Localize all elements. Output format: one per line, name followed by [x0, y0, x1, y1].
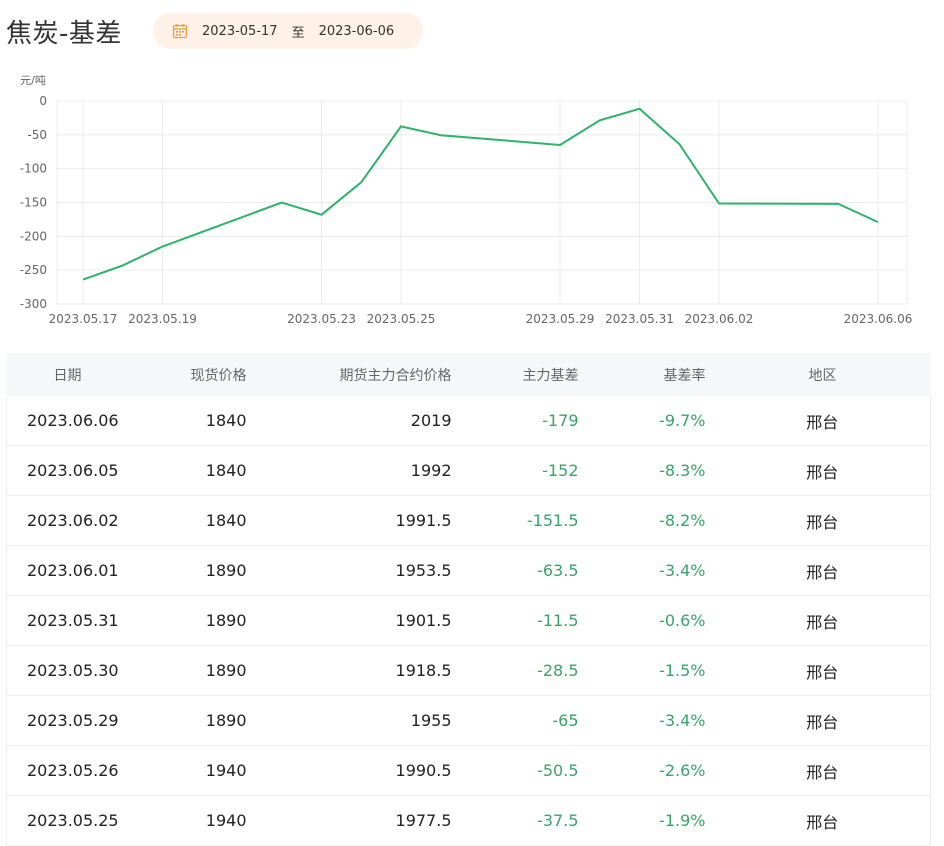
cell-spot-price: 1940 — [129, 795, 247, 846]
cell-basis: -152 — [451, 445, 579, 496]
table-row: 2023.06.01 1890 1953.5 -63.5 -3.4% 邢台 — [6, 545, 931, 596]
cell-date: 2023.06.05 — [6, 445, 130, 496]
x-tick-label: 2023.06.02 — [685, 312, 754, 326]
y-axis-ticks: 0 -50 -100 -150 -200 -250 -300 — [20, 94, 47, 311]
cell-basis: -50.5 — [451, 745, 579, 796]
x-tick-label: 2023.05.19 — [128, 312, 197, 326]
cell-spot-price: 1890 — [129, 545, 247, 596]
x-tick-label: 2023.05.31 — [605, 312, 674, 326]
table-row: 2023.05.25 1940 1977.5 -37.5 -1.9% 邢台 — [6, 795, 931, 846]
cell-basis-rate: -0.6% — [578, 595, 706, 646]
cell-basis-rate: -9.7% — [578, 396, 706, 446]
cell-basis-rate: -3.4% — [578, 545, 706, 596]
cell-date: 2023.05.29 — [6, 695, 130, 746]
cell-basis-rate: -2.6% — [578, 745, 706, 796]
y-tick-label: 0 — [39, 94, 47, 108]
cell-futures-price: 2019 — [246, 396, 452, 446]
cell-spot-price: 1940 — [129, 745, 247, 796]
cell-basis: -65 — [451, 695, 579, 746]
cell-spot-price: 1890 — [129, 645, 247, 696]
header-futures-price[interactable]: 期货主力合约价格 — [246, 353, 452, 396]
end-date[interactable]: 2023-06-06 — [318, 23, 395, 39]
date-separator: 至 — [291, 25, 305, 41]
cell-date: 2023.06.02 — [6, 495, 130, 546]
cell-futures-price: 1992 — [246, 445, 452, 496]
y-tick-label: -150 — [20, 196, 47, 210]
table-row: 2023.05.31 1890 1901.5 -11.5 -0.6% 邢台 — [6, 595, 931, 646]
calendar-icon — [172, 24, 188, 39]
cell-spot-price: 1840 — [129, 445, 247, 496]
header-basis[interactable]: 主力基差 — [451, 353, 579, 396]
table-row: 2023.06.06 1840 2019 -179 -9.7% 邢台 — [6, 396, 931, 446]
header-spot-price[interactable]: 现货价格 — [129, 353, 247, 396]
cell-spot-price: 1840 — [129, 396, 247, 446]
cell-region: 邢台 — [705, 595, 931, 646]
x-tick-label: 2023.06.06 — [844, 312, 913, 326]
cell-futures-price: 1901.5 — [246, 595, 452, 646]
x-axis-ticks: 2023.05.17 2023.05.19 2023.05.23 2023.05.25… — [49, 312, 913, 326]
cell-spot-price: 1890 — [129, 595, 247, 646]
header-date[interactable]: 日期 — [6, 353, 130, 396]
cell-region: 邢台 — [705, 445, 931, 496]
chart-grid — [56, 100, 908, 305]
x-tick-label: 2023.05.25 — [367, 312, 436, 326]
date-range-picker[interactable]: 2023-05-17 至 2023-06-06 — [153, 13, 423, 49]
table-header-row: 日期 现货价格 期货主力合约价格 主力基差 基差率 地区 — [6, 353, 931, 396]
cell-basis: -37.5 — [451, 795, 579, 846]
table-row: 2023.05.30 1890 1918.5 -28.5 -1.5% 邢台 — [6, 645, 931, 696]
y-tick-label: -200 — [20, 229, 47, 243]
header-region[interactable]: 地区 — [705, 353, 931, 396]
cell-region: 邢台 — [705, 695, 931, 746]
cell-basis: -11.5 — [451, 595, 579, 646]
cell-spot-price: 1890 — [129, 695, 247, 746]
table-row: 2023.06.02 1840 1991.5 -151.5 -8.2% 邢台 — [6, 495, 931, 546]
cell-basis-rate: -8.3% — [578, 445, 706, 496]
cell-futures-price: 1918.5 — [246, 645, 452, 696]
x-tick-label: 2023.05.29 — [526, 312, 595, 326]
cell-basis: -179 — [451, 396, 579, 446]
cell-futures-price: 1977.5 — [246, 795, 452, 846]
cell-region: 邢台 — [705, 645, 931, 696]
cell-region: 邢台 — [705, 795, 931, 846]
cell-region: 邢台 — [705, 396, 931, 446]
cell-date: 2023.05.25 — [6, 795, 130, 846]
cell-basis: -63.5 — [451, 545, 579, 596]
cell-date: 2023.06.01 — [6, 545, 130, 596]
table-row: 2023.05.26 1940 1990.5 -50.5 -2.6% 邢台 — [6, 745, 931, 796]
page-title: 焦炭-基差 — [6, 19, 122, 49]
start-date[interactable]: 2023-05-17 — [202, 23, 278, 39]
basis-line-chart: 元/吨 0-50-100-150-200-250-300 2023.05.17 2… — [20, 74, 913, 326]
cell-region: 邢台 — [705, 745, 931, 796]
cell-futures-price: 1990.5 — [246, 745, 452, 796]
cell-region: 邢台 — [705, 495, 931, 546]
y-tick-label: -300 — [20, 297, 47, 311]
header-basis-rate[interactable]: 基差率 — [578, 353, 706, 396]
y-tick-label: -50 — [27, 128, 47, 142]
y-tick-label: -100 — [20, 162, 47, 176]
y-axis-label: 元/吨 — [20, 74, 46, 87]
table-row: 2023.06.05 1840 1992 -152 -8.3% 邢台 — [6, 445, 931, 496]
cell-basis: -28.5 — [451, 645, 579, 696]
cell-basis-rate: -1.5% — [578, 645, 706, 696]
basis-table: 日期 现货价格 期货主力合约价格 主力基差 基差率 地区 2023.06.06 1… — [6, 353, 931, 846]
cell-basis: -151.5 — [451, 495, 579, 546]
table-row: 2023.05.29 1890 1955 -65 -3.4% 邢台 — [6, 695, 931, 746]
cell-basis-rate: -1.9% — [578, 795, 706, 846]
series-line — [82, 107, 879, 281]
y-tick-label: -250 — [20, 263, 47, 277]
cell-futures-price: 1953.5 — [246, 545, 452, 596]
x-tick-label: 2023.05.23 — [287, 312, 356, 326]
cell-date: 2023.06.06 — [6, 396, 130, 446]
cell-basis-rate: -8.2% — [578, 495, 706, 546]
cell-futures-price: 1955 — [246, 695, 452, 746]
cell-region: 邢台 — [705, 545, 931, 596]
cell-date: 2023.05.26 — [6, 745, 130, 796]
cell-date: 2023.05.30 — [6, 645, 130, 696]
cell-basis-rate: -3.4% — [578, 695, 706, 746]
cell-date: 2023.05.31 — [6, 595, 130, 646]
x-tick-label: 2023.05.17 — [49, 312, 118, 326]
cell-futures-price: 1991.5 — [246, 495, 452, 546]
cell-spot-price: 1840 — [129, 495, 247, 546]
